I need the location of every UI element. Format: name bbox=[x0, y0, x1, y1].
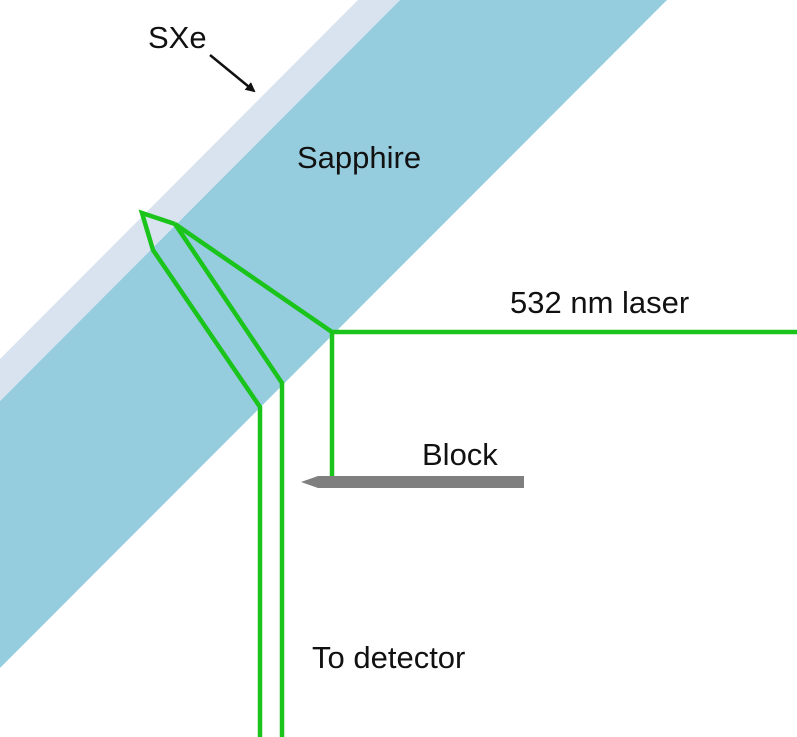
sapphire-label: Sapphire bbox=[297, 140, 421, 175]
beam-block bbox=[301, 476, 524, 488]
sxe-label: SXe bbox=[148, 20, 207, 55]
sxe-layer bbox=[0, 0, 400, 401]
refracted-beam-secondary bbox=[138, 209, 263, 737]
sxe-pointer-arrow bbox=[209, 54, 256, 93]
laser-label: 532 nm laser bbox=[510, 285, 689, 320]
block-label: Block bbox=[422, 437, 498, 472]
laser-beams bbox=[138, 209, 797, 737]
detector-label: To detector bbox=[312, 640, 465, 675]
refracted-beam-primary bbox=[173, 222, 334, 737]
